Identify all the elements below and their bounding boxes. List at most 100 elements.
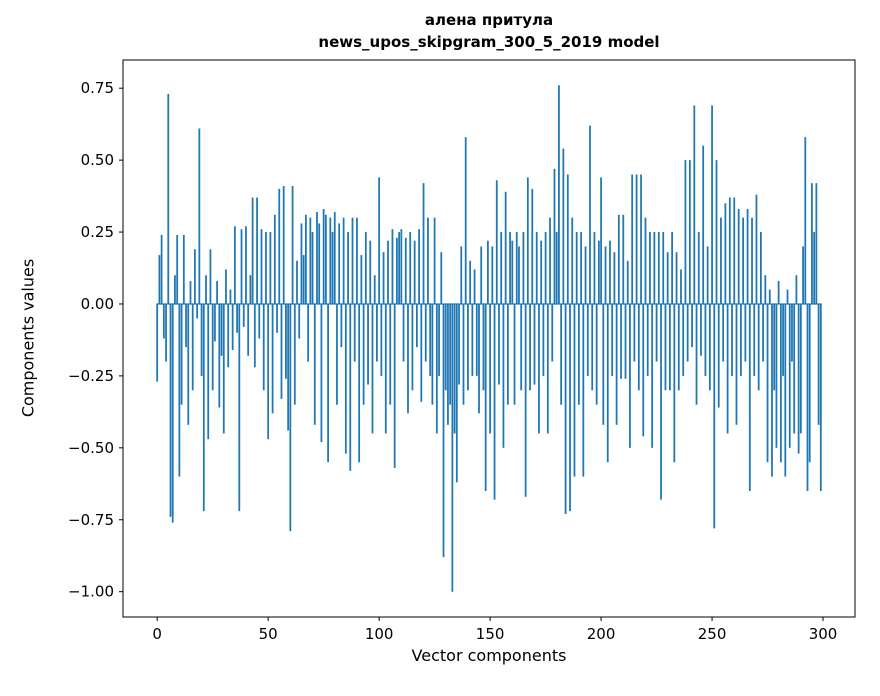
bar — [609, 240, 611, 304]
bar — [617, 214, 620, 304]
bar — [819, 303, 822, 491]
bar — [316, 211, 318, 304]
bar — [513, 303, 516, 405]
bar — [620, 303, 622, 379]
bar — [791, 303, 793, 362]
bar — [682, 303, 685, 376]
bar — [431, 303, 434, 405]
y-tick-label: 0.75 — [81, 79, 114, 97]
bar — [253, 303, 256, 368]
bar — [677, 303, 680, 391]
bar — [291, 186, 294, 304]
bar — [440, 252, 443, 304]
bar — [813, 232, 816, 304]
bar — [522, 232, 525, 304]
bar — [564, 303, 567, 515]
bar — [384, 303, 387, 434]
bar — [447, 303, 449, 425]
bar — [735, 303, 738, 425]
x-tick-label: 300 — [809, 625, 838, 643]
bar — [227, 303, 230, 368]
bar — [637, 303, 640, 391]
bar — [338, 223, 341, 304]
bar — [622, 214, 625, 304]
bar — [249, 275, 252, 304]
bar — [176, 234, 179, 304]
bar — [558, 85, 560, 304]
bar — [538, 303, 540, 434]
bar — [555, 232, 558, 304]
bar — [160, 234, 163, 304]
bar — [779, 303, 782, 463]
bar — [804, 137, 807, 304]
bar — [629, 303, 631, 448]
bar — [218, 303, 221, 408]
bar — [233, 226, 236, 304]
bar — [222, 303, 225, 434]
bar — [362, 303, 365, 405]
bar — [606, 303, 609, 463]
bar — [711, 105, 713, 304]
bar — [491, 246, 494, 304]
bar — [329, 217, 332, 304]
bar — [582, 303, 585, 477]
y-tick-label: 0.00 — [81, 295, 114, 313]
bar — [251, 197, 254, 304]
bar — [269, 232, 272, 304]
bar — [793, 303, 796, 434]
bar — [713, 303, 716, 529]
bar — [722, 303, 725, 362]
bar — [367, 303, 369, 385]
bar — [797, 303, 800, 454]
bar — [748, 303, 751, 491]
bar — [688, 160, 691, 304]
bar — [475, 303, 478, 376]
bar — [755, 194, 758, 304]
bar — [509, 232, 511, 304]
bar — [802, 246, 804, 304]
x-tick-label: 0 — [152, 625, 162, 643]
bar — [280, 303, 283, 399]
bar — [331, 232, 334, 304]
bar — [207, 303, 210, 440]
bar — [242, 303, 245, 327]
bar — [409, 232, 412, 304]
bar — [289, 303, 292, 532]
bar — [611, 303, 614, 376]
bar — [185, 303, 187, 348]
x-axis-label: Vector components — [411, 646, 567, 665]
bar — [347, 232, 349, 304]
bar — [569, 303, 571, 512]
bar — [526, 177, 529, 304]
bar — [400, 229, 403, 304]
axes-frame — [122, 59, 856, 618]
bar — [531, 188, 534, 304]
bar — [342, 217, 345, 304]
bar — [307, 303, 309, 362]
bar — [402, 303, 405, 362]
bar — [156, 303, 159, 382]
bar — [544, 232, 547, 304]
bar — [418, 229, 420, 304]
bar — [404, 237, 407, 304]
bar — [278, 188, 281, 304]
bar — [276, 303, 278, 333]
bar — [535, 232, 538, 304]
bar — [695, 303, 698, 405]
bar — [771, 303, 773, 477]
bar — [424, 303, 427, 362]
bar — [584, 246, 587, 304]
bar — [742, 217, 745, 304]
bar — [438, 303, 440, 376]
bar — [182, 234, 185, 304]
bar — [171, 303, 174, 523]
bar — [322, 209, 325, 304]
bar — [546, 303, 549, 434]
bar — [662, 232, 665, 304]
bar — [211, 303, 214, 391]
bar — [225, 269, 227, 304]
chart-title-line1: алена притула — [424, 11, 554, 29]
bar — [651, 303, 654, 448]
bar — [586, 303, 589, 376]
